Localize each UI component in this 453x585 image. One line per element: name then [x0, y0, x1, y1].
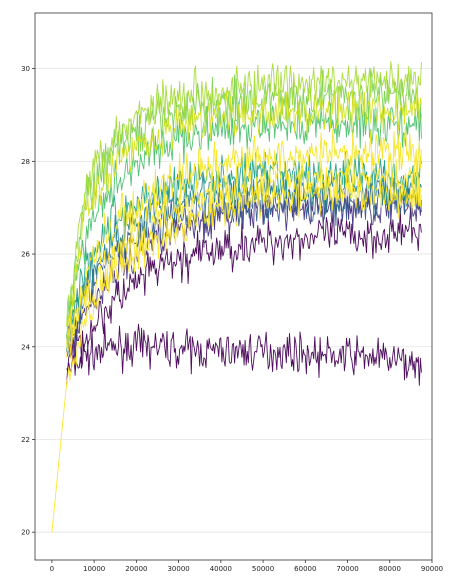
- series-line: [66, 155, 422, 360]
- x-tick-label: 10000: [83, 565, 105, 573]
- x-tick-label: 0: [50, 565, 54, 573]
- series-line: [51, 167, 422, 533]
- series-line: [66, 177, 422, 356]
- y-tick-label: 26: [21, 251, 30, 259]
- y-axis: 20 22 24 26 28 30: [21, 65, 35, 537]
- x-tick-label: 80000: [379, 565, 401, 573]
- series-line: [66, 150, 422, 351]
- y-tick-label: 30: [21, 65, 30, 73]
- x-tick-label: 50000: [252, 565, 274, 573]
- x-axis: 0 10000 20000 30000 40000 50000 60000 70000 8000…: [50, 560, 443, 573]
- series-line: [66, 61, 422, 328]
- x-tick-label: 90000: [421, 565, 443, 573]
- series-line: [66, 323, 422, 386]
- x-tick-label: 70000: [336, 565, 358, 573]
- y-tick-label: 20: [21, 529, 30, 537]
- x-tick-label: 40000: [210, 565, 232, 573]
- x-tick-label: 30000: [167, 565, 189, 573]
- plot-area-frame: [34, 12, 433, 561]
- series-line: [66, 202, 422, 376]
- series-lines: [51, 61, 422, 533]
- x-tick-label: 20000: [125, 565, 147, 573]
- series-line: [66, 125, 422, 358]
- y-tick-label: 24: [21, 343, 30, 351]
- y-tick-label: 22: [21, 436, 30, 444]
- x-tick-label: 60000: [294, 565, 316, 573]
- series-line: [66, 86, 422, 345]
- y-tick-label: 28: [21, 158, 30, 166]
